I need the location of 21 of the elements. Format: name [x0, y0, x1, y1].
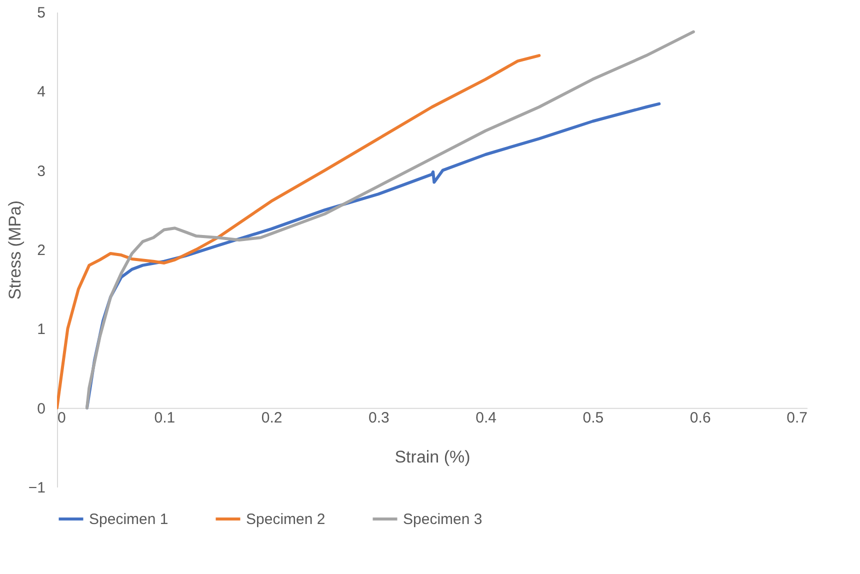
x-tick-label: 0.6	[690, 409, 711, 426]
x-tick-label: 0.1	[154, 409, 176, 426]
y-tick-label: −1	[28, 480, 46, 496]
y-tick-label: 1	[37, 321, 46, 338]
y-tick-label: 4	[37, 84, 46, 101]
line-series	[57, 54, 541, 410]
x-tick-label: 0.5	[582, 409, 604, 426]
x-tick-label: 0.3	[368, 409, 390, 426]
x-tick-label: 0	[58, 409, 66, 426]
x-axis-title: Strain (%)	[394, 448, 470, 466]
y-tick-label: 3	[37, 162, 46, 180]
x-tick-label: 0.7	[786, 409, 808, 426]
y-tick-label: 5	[37, 4, 46, 22]
x-tick-label: 0.4	[476, 409, 496, 426]
legend-label: Specimen 3	[403, 511, 482, 528]
line-series	[86, 30, 695, 410]
legend-label: Specimen 2	[246, 511, 326, 528]
y-axis-title: Stress (MPa)	[5, 200, 24, 300]
x-tick-label: 0.2	[261, 409, 282, 426]
y-tick-label: 2	[37, 242, 46, 259]
legend-label: Specimen 1	[89, 511, 168, 528]
